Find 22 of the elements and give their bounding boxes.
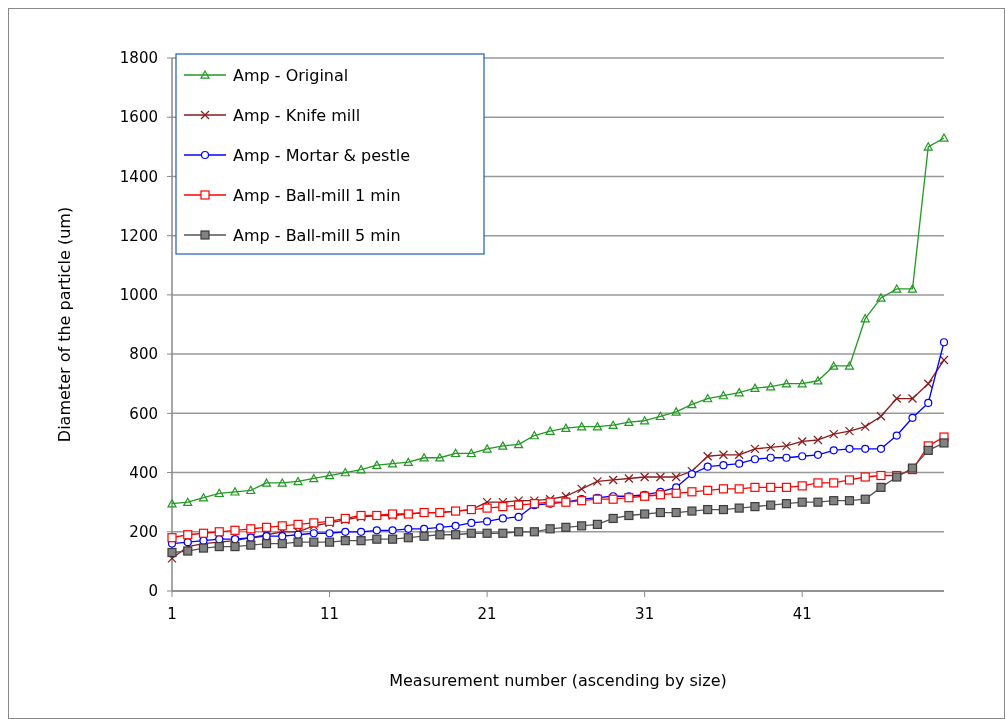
- legend-label: Amp - Ball-mill 1 min: [233, 185, 401, 205]
- legend-label: Amp - Original: [233, 65, 349, 85]
- x-axis-title: Measurement number (ascending by size): [389, 671, 727, 690]
- x-tick-label: 11: [320, 605, 340, 623]
- y-tick-label: 1000: [119, 286, 158, 305]
- y-axis-title: Diameter of the particle (um): [55, 206, 74, 443]
- y-tick-label: 400: [129, 463, 158, 482]
- x-tick-label: 21: [477, 605, 497, 623]
- y-tick-label: 800: [129, 345, 158, 364]
- x-tick-label: 41: [792, 605, 812, 623]
- y-tick-label: 1400: [119, 167, 158, 186]
- y-tick-label: 1800: [119, 49, 158, 68]
- y-tick-label: 1200: [119, 226, 158, 245]
- y-tick-label: 600: [129, 404, 158, 423]
- legend-label: Amp - Mortar & pestle: [233, 145, 411, 165]
- legend-label: Amp - Knife mill: [233, 105, 361, 125]
- y-tick-label: 0: [148, 582, 158, 601]
- y-tick-label: 1600: [119, 108, 158, 127]
- x-tick-label: 1: [167, 605, 177, 623]
- y-tick-label: 200: [129, 523, 158, 542]
- legend-label: Amp - Ball-mill 5 min: [233, 225, 401, 245]
- x-tick-label: 31: [635, 605, 655, 623]
